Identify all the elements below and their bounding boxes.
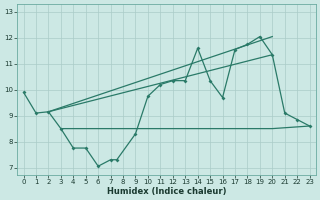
X-axis label: Humidex (Indice chaleur): Humidex (Indice chaleur) [107, 187, 226, 196]
